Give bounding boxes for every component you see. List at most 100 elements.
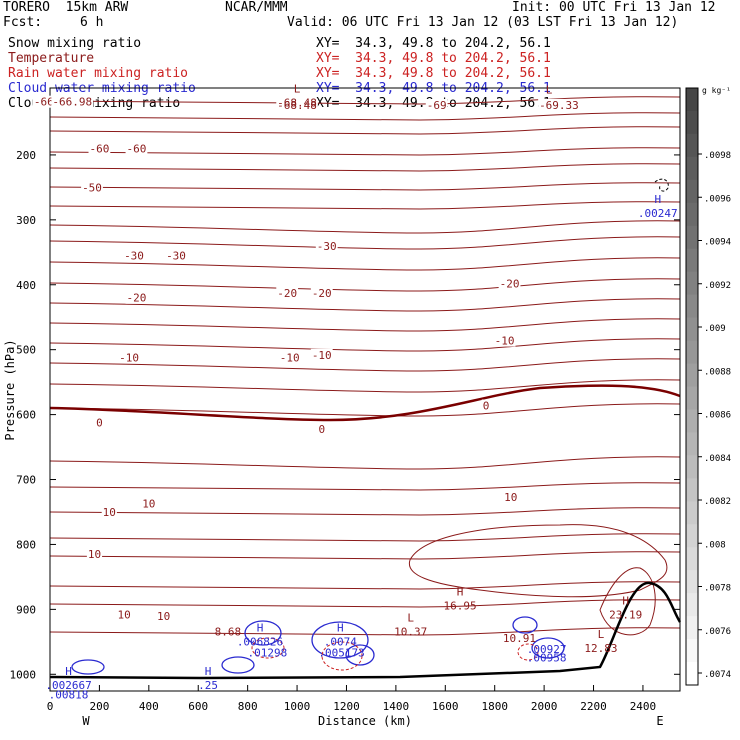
colorbar-tick-label: .0096 xyxy=(704,194,731,204)
extremum-marker: L xyxy=(407,612,414,625)
colorbar-cell xyxy=(686,88,698,112)
colorbar-cell xyxy=(686,547,698,571)
colorbar-cell xyxy=(686,455,698,479)
freezing-isotherm xyxy=(49,384,681,422)
snow-contour xyxy=(654,178,669,192)
extremum-marker: H xyxy=(654,193,661,206)
x-tick-label: 400 xyxy=(139,700,159,713)
x-tick-label: 2200 xyxy=(580,700,607,713)
isotherm-label: 10 xyxy=(103,506,116,519)
colorbar-tick-label: .0094 xyxy=(704,238,731,248)
y-tick-label: 600 xyxy=(16,409,36,422)
colorbar-cell xyxy=(686,294,698,319)
cloud-water-contour xyxy=(244,620,282,646)
isotherm xyxy=(49,126,681,135)
isotherm-label: -68.48 xyxy=(277,99,317,112)
isotherm-label: -50 xyxy=(82,181,102,194)
colorbar-tick-label: .0088 xyxy=(704,367,731,377)
colorbar-cell xyxy=(686,271,698,296)
isotherm xyxy=(49,338,681,352)
isotherm xyxy=(49,163,681,172)
x-tick-label: 2400 xyxy=(630,700,657,713)
colorbar-tick-label: .008 xyxy=(704,540,726,550)
center-name: NCAR/MMM xyxy=(225,0,288,15)
colorbar-tick-label: .0082 xyxy=(704,497,731,507)
field-xy-rain: XY= 34.3, 49.8 to 204.2, 56.1 xyxy=(316,51,551,66)
x-tick-label: 200 xyxy=(89,700,109,713)
x-tick-label: 600 xyxy=(188,700,208,713)
warm-contour xyxy=(599,567,656,636)
isotherm-label: -69.33 xyxy=(539,99,579,112)
extremum-value: .002667 xyxy=(45,679,91,692)
isotherm-label: 0 xyxy=(96,416,103,429)
y-tick-label: 800 xyxy=(16,538,36,551)
isotherm xyxy=(49,507,681,516)
forecast-label: Fcst: xyxy=(3,15,43,30)
colorbar-cell xyxy=(686,202,698,227)
isotherm xyxy=(49,358,681,372)
isotherm-label: 10 xyxy=(504,491,517,504)
cloud-water-contour xyxy=(71,659,105,675)
x-tick-label: 800 xyxy=(238,700,258,713)
colorbar-cell xyxy=(686,363,698,387)
y-tick-label: 300 xyxy=(16,214,36,227)
extremum-marker: H xyxy=(622,595,629,608)
colorbar-cell xyxy=(686,340,698,365)
isotherm xyxy=(49,551,681,560)
isotherm xyxy=(49,379,681,393)
colorbar-cell xyxy=(686,570,698,594)
colorbar-cell xyxy=(686,156,698,181)
extremum-marker: L xyxy=(598,628,605,641)
isotherm-label: -10 xyxy=(495,335,515,348)
y-tick-label: 900 xyxy=(16,603,36,616)
colorbar-tick-label: .0086 xyxy=(704,411,731,421)
colorbar-tick-label: .0098 xyxy=(704,151,731,161)
x-tick-label: 1600 xyxy=(432,700,459,713)
isotherm xyxy=(49,147,681,156)
x-tick-label: 2000 xyxy=(531,700,558,713)
terrain-profile xyxy=(49,581,682,680)
isotherm xyxy=(49,220,681,234)
model-title: TORERO 15km ARW xyxy=(3,0,129,15)
extremum-value: .0074 xyxy=(324,635,357,648)
field-xy-temperature: XY= 34.3, 49.8 to 204.2, 56.1 xyxy=(316,36,551,51)
extremum-value: 10.91 xyxy=(503,632,536,645)
colorbar-cell xyxy=(686,478,698,502)
isotherm xyxy=(49,112,681,121)
y-tick-label: 400 xyxy=(16,279,36,292)
isotherm xyxy=(49,236,681,250)
isotherm-label: -30 xyxy=(124,250,144,263)
colorbar-cell xyxy=(686,616,698,640)
isotherm xyxy=(49,533,681,542)
field-xy-cloud-water: XY= 34.3, 49.8 to 204.2, 56.1 xyxy=(316,66,551,81)
rain-water-contour xyxy=(321,641,363,671)
y-tick-label: 500 xyxy=(16,344,36,357)
terrain-line xyxy=(49,581,682,680)
extremum-value: -68.48 xyxy=(277,96,317,109)
isotherm-label: -20 xyxy=(277,287,297,300)
contour-lines xyxy=(49,96,681,675)
init-time: Init: 00 UTC Fri 13 Jan 12 xyxy=(512,0,716,15)
valid-time: Valid: 06 UTC Fri 13 Jan 12 (03 LST Fri … xyxy=(287,15,679,30)
colorbar-tick-label: .0092 xyxy=(704,281,731,291)
colorbar-tick-label: .0084 xyxy=(704,454,731,464)
extremum-value: .00927 xyxy=(527,643,567,656)
contour-labels: -66.94-66.98-68.48-69-69.33-60-60-50-30-… xyxy=(32,82,678,702)
field-name-temperature: Temperature xyxy=(8,51,95,66)
isotherm-label: 0 xyxy=(318,423,325,436)
isotherm-label: -30 xyxy=(317,240,337,253)
colorbar: g kg⁻¹ .0098 .0096 .0094 .0092 .009 .0088 .0086… xyxy=(685,86,731,686)
x-tick-label: 0 xyxy=(47,700,54,713)
isotherm-label: 0 xyxy=(483,400,490,413)
cloud-water-contour xyxy=(531,637,565,659)
forecast-hours: 6 h xyxy=(80,15,104,30)
colorbar-cell xyxy=(686,248,698,273)
extremum-value: .005173 xyxy=(318,646,364,659)
cloud-water-contour xyxy=(311,621,369,659)
extremum-value: 23.19 xyxy=(609,609,642,622)
extremum-value: 16.95 xyxy=(444,600,477,613)
colorbar-cell xyxy=(686,593,698,617)
isotherm xyxy=(49,257,681,271)
